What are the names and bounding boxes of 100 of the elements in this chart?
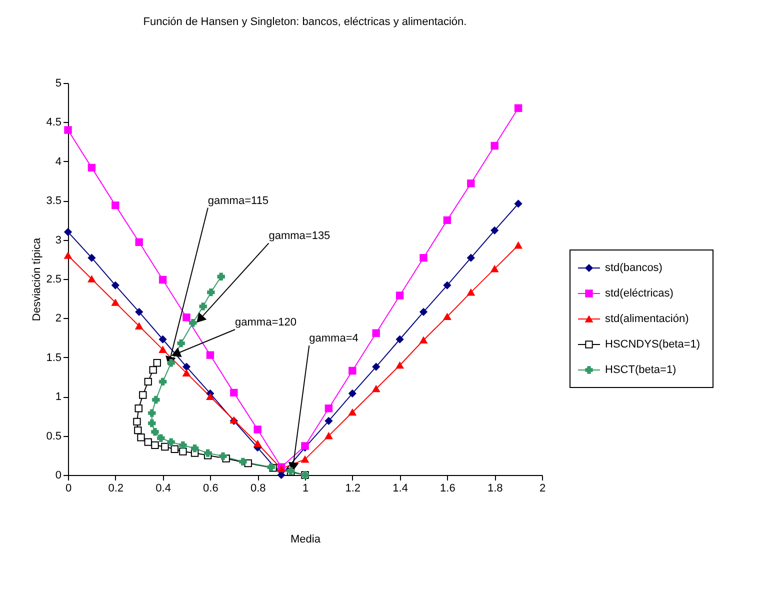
- point: [301, 456, 309, 463]
- point: [139, 391, 147, 399]
- point: [206, 351, 214, 359]
- point: [158, 346, 167, 353]
- point: [148, 409, 156, 417]
- point: [206, 393, 214, 400]
- point: [144, 378, 152, 386]
- y-tick-label: 3.5: [46, 195, 62, 208]
- point: [179, 441, 187, 450]
- point: [348, 408, 356, 416]
- point: [239, 458, 247, 466]
- point: [161, 442, 169, 451]
- x-tick-label: 1.6: [440, 482, 456, 494]
- point: [170, 445, 179, 453]
- point: [219, 452, 227, 460]
- chart-title: Función de Hansen y Singleton: bancos, eléctricas y alimentación.: [143, 16, 467, 28]
- y-tick-label: 4.5: [46, 116, 62, 129]
- point: [177, 339, 185, 348]
- point: [396, 336, 404, 344]
- point: [134, 426, 142, 434]
- x-tick-label: 1.2: [345, 482, 361, 494]
- point: [514, 242, 522, 249]
- point: [88, 276, 96, 282]
- point: [490, 226, 498, 234]
- point: [64, 126, 72, 134]
- point: [324, 417, 333, 425]
- point: [490, 265, 498, 272]
- point: [151, 428, 159, 436]
- point: [348, 390, 356, 398]
- point: [443, 216, 452, 224]
- point: [88, 254, 96, 262]
- point: [230, 388, 238, 397]
- point: [182, 362, 190, 371]
- point: [254, 440, 262, 448]
- point: [158, 336, 167, 344]
- point: [182, 314, 190, 322]
- point: [420, 254, 428, 262]
- annotation: gamma=4: [309, 332, 358, 345]
- point: [277, 471, 286, 479]
- point: [157, 434, 165, 442]
- point: [135, 308, 143, 316]
- y-tick-label: 0: [55, 470, 62, 482]
- point: [467, 254, 475, 262]
- point: [207, 288, 215, 296]
- y-axis-title: Desviación típica: [31, 237, 44, 322]
- point: [182, 370, 190, 376]
- point: [133, 418, 141, 426]
- annotation: gamma=135: [268, 230, 330, 242]
- x-tick-label: 1.8: [487, 482, 503, 494]
- point: [149, 366, 157, 374]
- x-tick-label: 0: [65, 482, 72, 494]
- point: [148, 419, 156, 428]
- y-tick-label: 1: [55, 391, 62, 404]
- point: [190, 444, 199, 452]
- point: [324, 404, 333, 412]
- y-tick-label: 4: [55, 156, 62, 168]
- point: [396, 362, 404, 369]
- point: [514, 200, 522, 208]
- annotation: gamma=115: [208, 194, 269, 207]
- point: [324, 432, 333, 440]
- annotation: gamma=120: [235, 316, 296, 328]
- x-tick-label: 1: [302, 482, 309, 494]
- point: [144, 438, 152, 446]
- point: [112, 299, 120, 306]
- point: [88, 164, 96, 172]
- y-tick-label: 2.5: [46, 274, 62, 286]
- x-tick-label: 2: [539, 482, 546, 494]
- point: [199, 302, 207, 310]
- point: [372, 385, 380, 392]
- point: [153, 359, 161, 367]
- y-tick-label: 0.5: [46, 430, 62, 442]
- point: [189, 319, 197, 327]
- point: [179, 448, 187, 456]
- point: [167, 359, 175, 367]
- x-tick-label: 0.6: [203, 482, 218, 494]
- y-tick-label: 1.5: [46, 352, 62, 364]
- y-tick-label: 3: [55, 234, 62, 246]
- legend-label: std(eléctricas): [605, 288, 674, 300]
- point: [167, 438, 175, 446]
- legend-label: std(bancos): [605, 262, 662, 274]
- point: [372, 362, 380, 371]
- point: [112, 201, 120, 210]
- point: [254, 426, 262, 434]
- point: [467, 180, 475, 188]
- point: [490, 142, 498, 150]
- x-axis-title: Media: [290, 534, 322, 546]
- x-tick-label: 0.8: [250, 482, 266, 494]
- point: [152, 396, 160, 404]
- x-tick-label: 1.4: [392, 482, 408, 494]
- point: [158, 378, 167, 386]
- point: [372, 329, 380, 337]
- x-tick-label: 0.2: [108, 482, 124, 494]
- point: [467, 288, 475, 296]
- point: [112, 281, 120, 290]
- point: [204, 449, 212, 457]
- point: [64, 252, 72, 259]
- point: [217, 272, 225, 280]
- x-tick-label: 0.4: [156, 482, 171, 494]
- point: [348, 366, 356, 375]
- point: [443, 313, 452, 320]
